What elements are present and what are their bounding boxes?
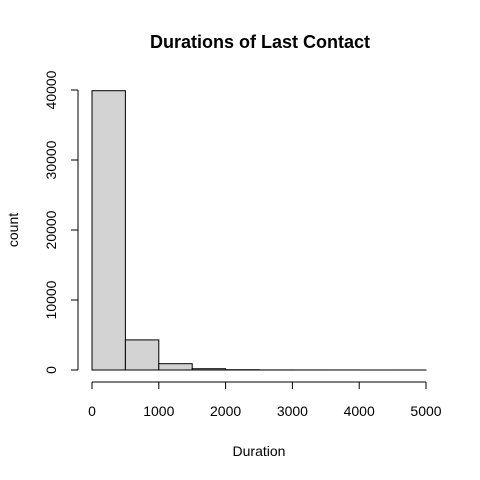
y-tick-label: 40000 [43,70,59,109]
x-axis-label: Duration [233,443,286,459]
y-axis: 0 10000 20000 30000 40000 [43,70,79,374]
y-axis-label: count [5,213,21,247]
x-tick-label: 4000 [344,403,375,419]
histogram-bar [91,90,126,371]
x-axis: 0 1000 2000 3000 4000 5000 [88,381,442,419]
histogram-bar [158,363,193,371]
y-tick-label: 30000 [43,140,59,179]
x-tick-label: 1000 [143,403,174,419]
bars-group [91,90,427,371]
x-tick-label: 0 [88,403,96,419]
chart-title: Durations of Last Contact [150,32,370,52]
x-tick-label: 5000 [410,403,441,419]
x-tick-label: 3000 [277,403,308,419]
y-tick-label: 0 [43,366,59,374]
y-tick-label: 20000 [43,210,59,249]
histogram-bar [191,368,227,371]
y-tick-label: 10000 [43,280,59,319]
x-tick-label: 2000 [210,403,241,419]
histogram-bar [124,339,160,371]
